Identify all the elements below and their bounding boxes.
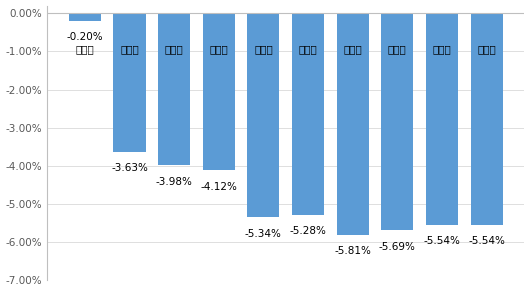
Bar <box>202 13 235 171</box>
Text: -0.20%: -0.20% <box>66 32 103 42</box>
Text: 第三个: 第三个 <box>165 44 183 54</box>
Text: 第一个: 第一个 <box>75 44 94 54</box>
Text: -5.54%: -5.54% <box>423 236 461 246</box>
Text: -3.63%: -3.63% <box>111 163 148 173</box>
Text: 第五个: 第五个 <box>254 44 273 54</box>
Text: 第十个: 第十个 <box>478 44 496 54</box>
Text: -4.12%: -4.12% <box>200 182 237 192</box>
Bar <box>248 13 279 217</box>
Text: -5.81%: -5.81% <box>334 246 371 256</box>
Text: 第八个: 第八个 <box>388 44 407 54</box>
Text: 第二个: 第二个 <box>120 44 139 54</box>
Text: 第七个: 第七个 <box>343 44 362 54</box>
Bar <box>69 13 101 21</box>
Text: -5.34%: -5.34% <box>245 229 282 239</box>
Text: -5.69%: -5.69% <box>379 242 416 252</box>
Bar <box>158 13 190 165</box>
Text: -5.54%: -5.54% <box>468 236 505 246</box>
Bar <box>292 13 324 215</box>
Text: -3.98%: -3.98% <box>156 177 192 187</box>
Bar <box>471 13 503 225</box>
Text: 第六个: 第六个 <box>299 44 317 54</box>
Bar <box>337 13 369 235</box>
Text: -5.28%: -5.28% <box>289 226 326 236</box>
Text: 第九个: 第九个 <box>432 44 452 54</box>
Text: 第四个: 第四个 <box>209 44 228 54</box>
Bar <box>381 13 413 230</box>
Bar <box>113 13 146 152</box>
Bar <box>426 13 458 225</box>
